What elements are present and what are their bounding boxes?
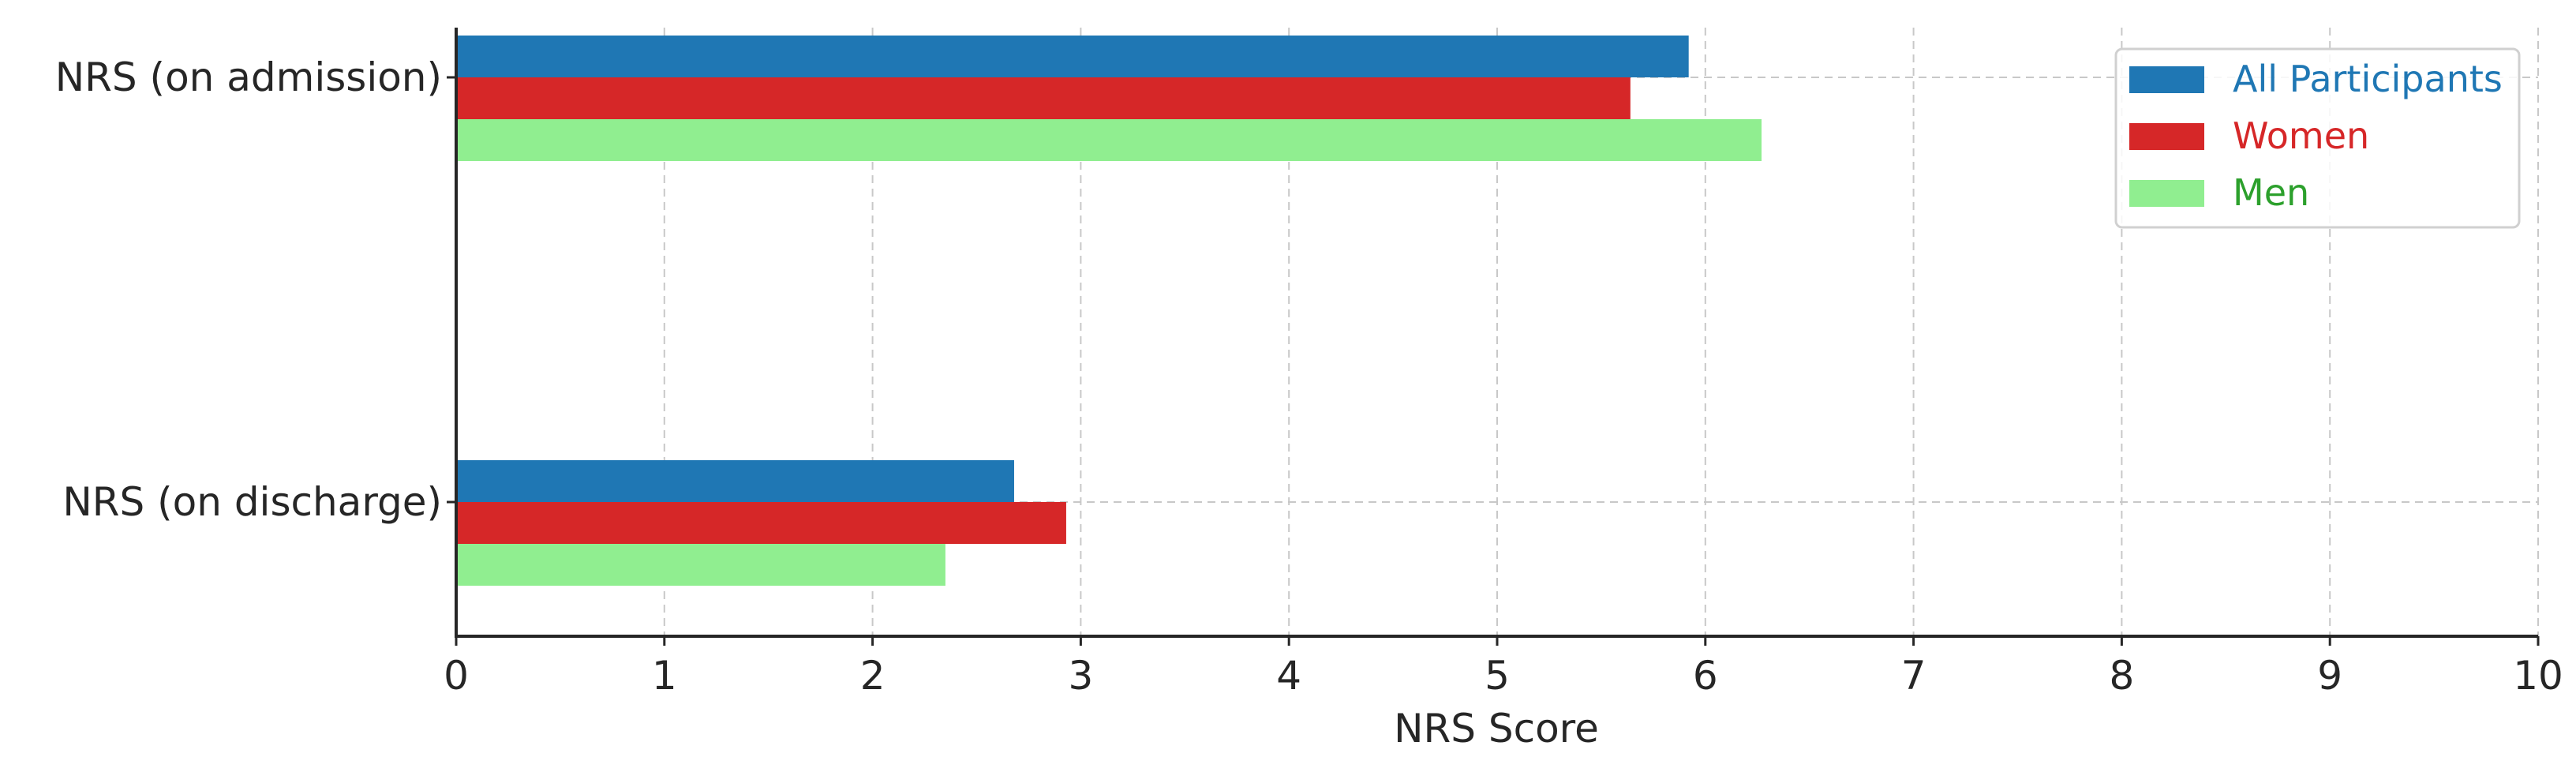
legend: All Participants Women Men <box>2114 47 2521 229</box>
bar-women-0 <box>456 77 1631 119</box>
legend-label: Women <box>2233 114 2369 157</box>
legend-label: All Participants <box>2233 58 2503 100</box>
x-tick-label: 10 <box>2513 653 2563 699</box>
bar-all-participants-0 <box>456 36 1689 77</box>
legend-swatch <box>2129 180 2204 207</box>
x-tick-label: 4 <box>1276 653 1301 699</box>
bar-all-participants-1 <box>456 460 1014 502</box>
legend-label: Men <box>2233 171 2309 214</box>
bar-women-1 <box>456 502 1066 544</box>
x-tick-label: 3 <box>1068 653 1093 699</box>
x-axis-label: NRS Score <box>1394 706 1599 751</box>
y-tick-label: NRS (on admission) <box>55 54 442 100</box>
y-tick-label: NRS (on discharge) <box>62 479 442 525</box>
x-tick-label: 6 <box>1693 653 1718 699</box>
y-ticks: NRS (on admission) NRS (on discharge) <box>55 54 456 525</box>
x-tick-label: 5 <box>1485 653 1510 699</box>
x-tick-label: 8 <box>2109 653 2134 699</box>
x-tick-label: 2 <box>860 653 886 699</box>
x-tick-label: 0 <box>444 653 469 699</box>
legend-frame <box>2114 47 2521 229</box>
x-ticks: 0 1 2 3 4 5 6 7 8 9 10 <box>444 636 2563 699</box>
bar-men-0 <box>456 119 1762 161</box>
bars <box>456 36 1762 586</box>
x-tick-label: 9 <box>2317 653 2342 699</box>
x-tick-label: 7 <box>1901 653 1926 699</box>
bar-men-1 <box>456 544 945 586</box>
legend-swatch <box>2129 66 2204 93</box>
x-tick-label: 1 <box>652 653 677 699</box>
legend-swatch <box>2129 123 2204 150</box>
